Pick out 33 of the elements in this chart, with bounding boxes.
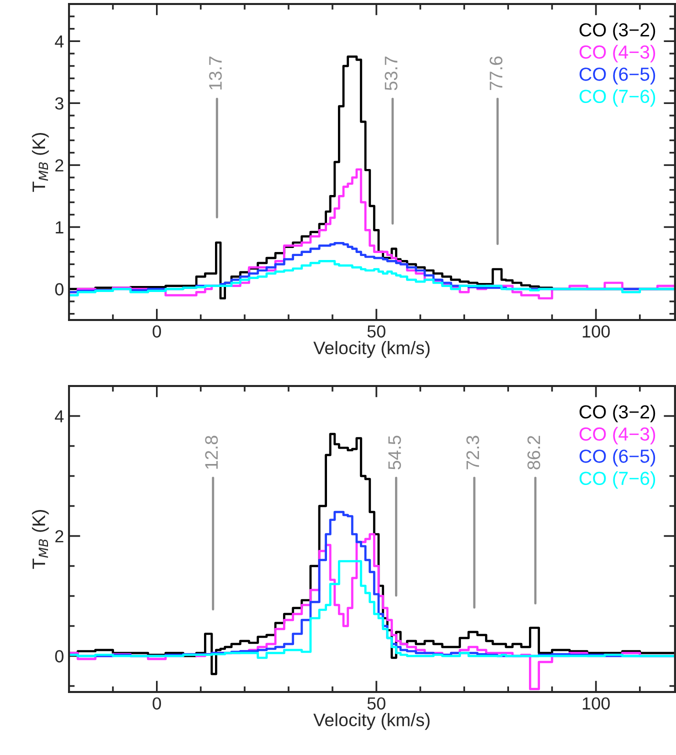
ref-line-label: 86.2 bbox=[527, 436, 540, 470]
y-tick-label: 2 bbox=[55, 159, 64, 172]
y-tick-label: 4 bbox=[54, 410, 64, 422]
text: CO (7−6) bbox=[580, 471, 656, 489]
x-axis-title: Velocity (km/s) bbox=[313, 713, 430, 730]
text: CO (4−3) bbox=[580, 426, 656, 444]
x-tick-label: 100 bbox=[582, 325, 610, 338]
y-tick-label: 1 bbox=[56, 221, 64, 234]
y-tick-label: 2 bbox=[55, 530, 64, 542]
x-tick-label: 50 bbox=[367, 325, 386, 338]
ref-line-label: 53.7 bbox=[384, 56, 398, 90]
x-axis-title: Velocity (km/s) bbox=[313, 341, 430, 358]
y-tick-label: 0 bbox=[55, 283, 64, 296]
y-tick-label: 3 bbox=[55, 97, 64, 110]
y-axis-title: T$_{MB}$ (K) bbox=[32, 510, 49, 569]
text: CO (4−3) bbox=[580, 44, 656, 62]
x-tick-label: 100 bbox=[582, 697, 610, 710]
ref-line-label: 12.8 bbox=[205, 436, 218, 469]
y-tick-label: 0 bbox=[55, 650, 64, 662]
ref-line-label: 77.6 bbox=[490, 56, 502, 90]
x-tick-label: 50 bbox=[367, 697, 386, 710]
x-tick-label: 0 bbox=[152, 697, 161, 710]
y-tick-label: 4 bbox=[54, 36, 64, 48]
y-axis-title: T$_{MB}$ (K) bbox=[32, 133, 49, 192]
x-tick-label: 0 bbox=[152, 325, 161, 338]
ref-line-label: 54.5 bbox=[388, 436, 401, 470]
text: CO (6−5) bbox=[580, 67, 656, 85]
ref-line-label: 13.7 bbox=[209, 56, 222, 90]
text: CO (6−5) bbox=[580, 449, 656, 467]
text: CO (7−6) bbox=[580, 89, 656, 107]
text: CO (3−2) bbox=[580, 404, 656, 422]
text: CO (3−2) bbox=[580, 22, 656, 40]
ref-line-label: 72.3 bbox=[466, 436, 480, 470]
